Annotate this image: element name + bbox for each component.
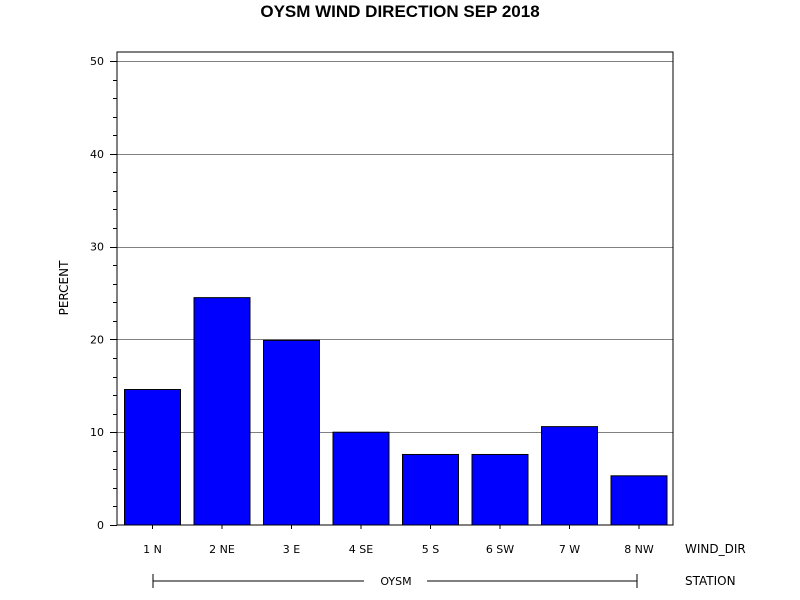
bar xyxy=(332,431,390,526)
bar xyxy=(124,389,181,526)
bar xyxy=(541,426,598,526)
bar xyxy=(402,453,459,526)
bar xyxy=(610,475,668,526)
station-group-label: OYSM xyxy=(380,575,411,588)
chart-title: OYSM WIND DIRECTION SEP 2018 xyxy=(260,2,539,21)
x-category-label: 1 N xyxy=(143,543,162,556)
bar xyxy=(193,297,251,526)
x-category-label: 7 W xyxy=(559,543,580,556)
bar xyxy=(471,453,529,526)
y-tick-label: 10 xyxy=(90,426,104,439)
x-category-label: 2 NE xyxy=(209,543,235,556)
bar xyxy=(263,339,320,526)
x-category-label: 8 NW xyxy=(624,543,654,556)
station-axis-label: STATION xyxy=(685,574,736,588)
y-tick-label: 40 xyxy=(90,148,104,161)
y-axis: 0 10 20 30 40 50 xyxy=(90,55,117,532)
y-tick-label: 20 xyxy=(90,333,104,346)
plot-frame xyxy=(116,51,674,526)
x-category-label: 6 SW xyxy=(486,543,514,556)
x-axis-label: WIND_DIR xyxy=(685,542,746,556)
bars xyxy=(124,297,668,526)
x-category-label: 4 SE xyxy=(349,543,373,556)
y-tick-label: 50 xyxy=(90,55,104,68)
y-tick-label: 30 xyxy=(90,241,104,254)
y-axis-label: PERCENT xyxy=(57,260,71,315)
x-category-label: 5 S xyxy=(422,543,439,556)
x-category-label: 3 E xyxy=(283,543,300,556)
x-axis-categories: 1 N 2 NE 3 E 4 SE 5 S 6 SW 7 W 8 NW xyxy=(143,525,654,556)
station-group-bracket: OYSM xyxy=(152,574,638,588)
y-tick-label: 0 xyxy=(97,519,104,532)
